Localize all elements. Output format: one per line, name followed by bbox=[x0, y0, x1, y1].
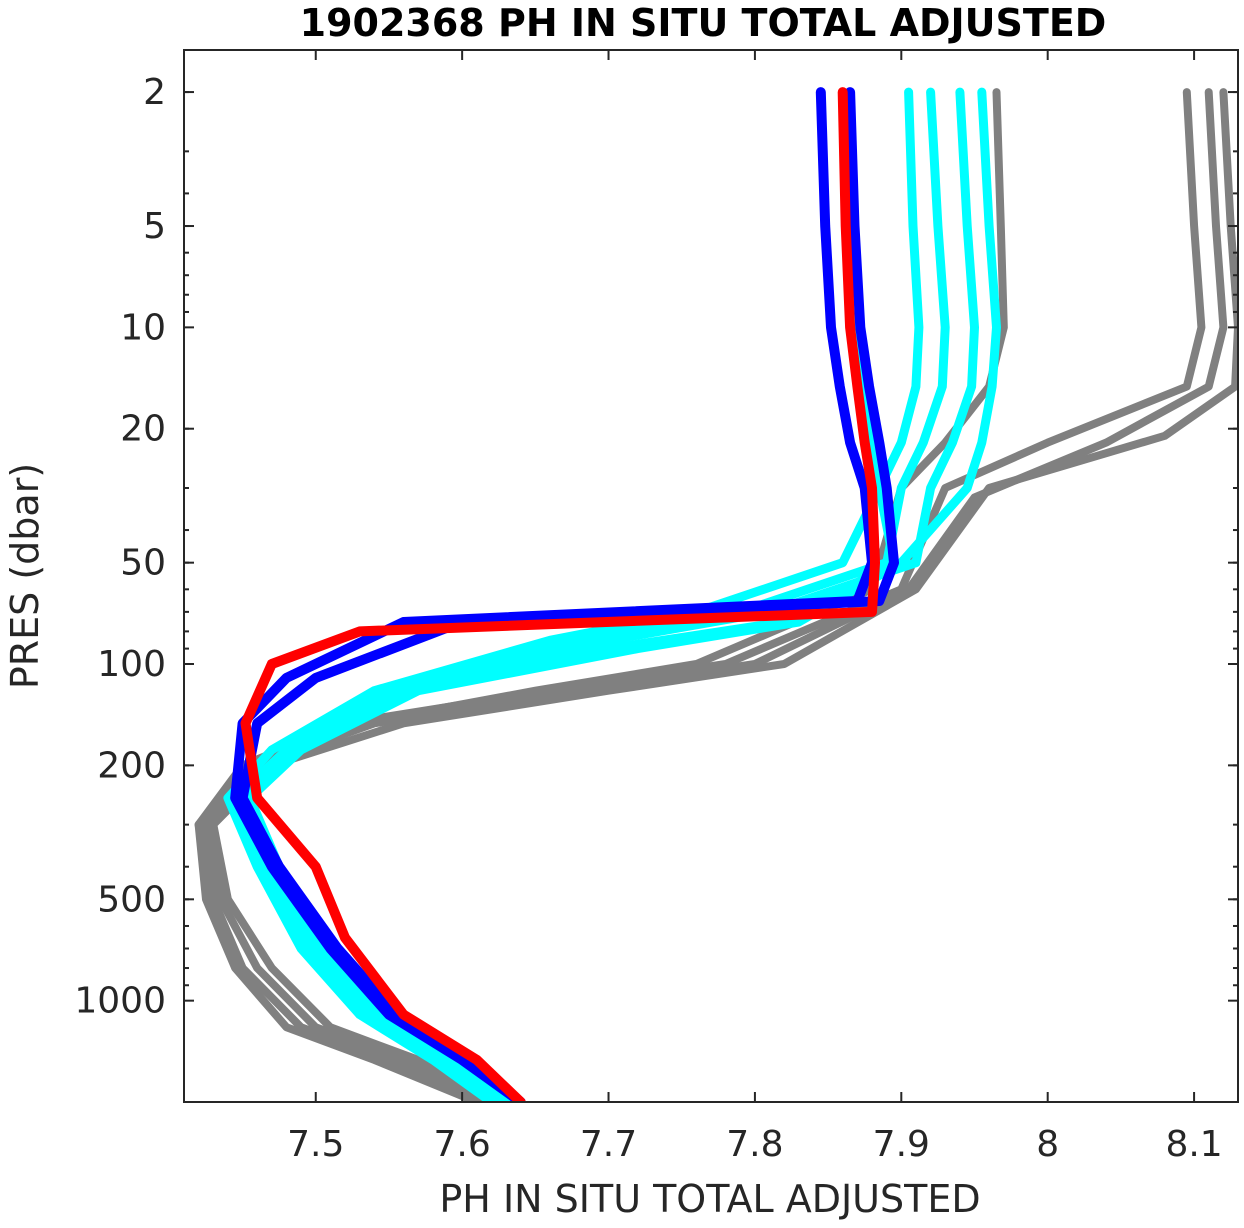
x-tick-label: 7.9 bbox=[873, 1124, 930, 1165]
x-tick-label: 8.1 bbox=[1165, 1124, 1222, 1165]
x-tick-label: 7.5 bbox=[287, 1124, 344, 1165]
y-tick-label: 100 bbox=[97, 644, 166, 685]
y-tick-label: 50 bbox=[120, 543, 166, 584]
chart-title: 1902368 PH IN SITU TOTAL ADJUSTED bbox=[300, 1, 1107, 45]
x-tick-label: 8 bbox=[1036, 1124, 1059, 1165]
y-tick-label: 500 bbox=[97, 879, 166, 920]
series-layer bbox=[194, 87, 1238, 1102]
x-tick-label: 7.8 bbox=[726, 1124, 783, 1165]
profile-line-gray-2 bbox=[209, 88, 1238, 1102]
y-axis-label: PRES (dbar) bbox=[3, 463, 47, 689]
y-tick-label: 20 bbox=[120, 409, 166, 450]
y-tick-label: 2 bbox=[143, 72, 166, 113]
profile-line-cyan-4 bbox=[223, 87, 924, 1102]
profile-line-red-11 bbox=[240, 87, 880, 1102]
tick-layer: 7.5 7.6 7.7 7.8 7.9 8 8.1 2 5 10 20 50 100 200 500 1000 bbox=[74, 50, 1238, 1165]
y-tick-label: 5 bbox=[143, 206, 166, 247]
x-tick-label: 7.6 bbox=[434, 1124, 491, 1165]
x-axis-label: PH IN SITU TOTAL ADJUSTED bbox=[439, 1177, 980, 1221]
profile-line-cyan-5 bbox=[230, 87, 950, 1102]
y-tick-label: 200 bbox=[97, 745, 166, 786]
profile-line-blue-10 bbox=[237, 87, 899, 1102]
y-tick-label: 1000 bbox=[74, 981, 166, 1022]
profile-line-blue-9 bbox=[230, 87, 877, 1102]
axes-box bbox=[183, 49, 1239, 1103]
y-tick-label: 10 bbox=[120, 307, 166, 348]
x-tick-label: 7.7 bbox=[580, 1124, 637, 1165]
profile-line-gray-1 bbox=[202, 88, 1228, 1102]
